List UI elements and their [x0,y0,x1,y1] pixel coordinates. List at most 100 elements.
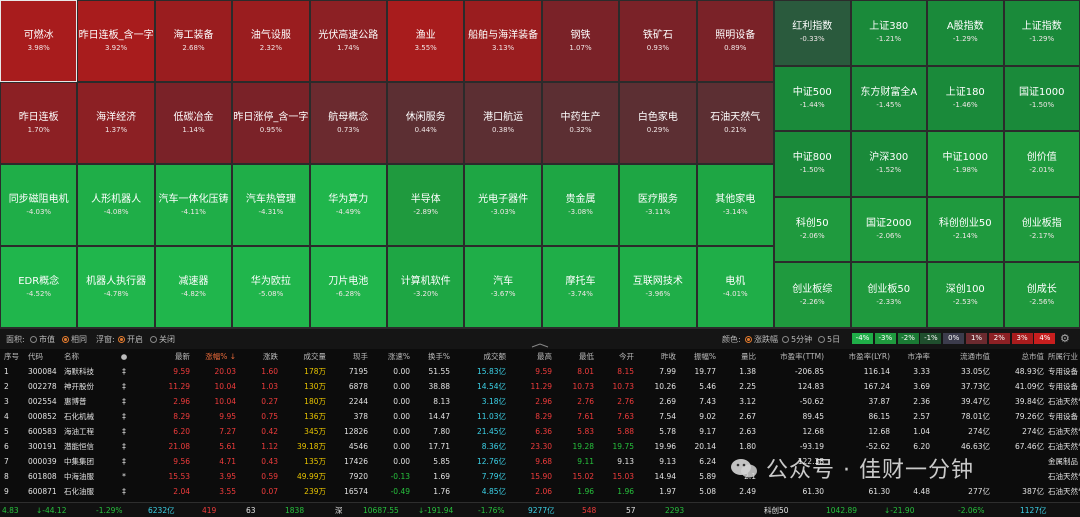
index-tile[interactable]: 创价值-2.01% [1004,131,1080,197]
index-tile[interactable]: 东方财富全A-1.45% [851,66,928,132]
sector-tile[interactable]: 计算机软件-3.20% [387,246,464,328]
column-header[interactable]: 所属行业 [1048,349,1080,364]
sector-tile[interactable]: 其他家电-3.14% [697,164,774,246]
index-tile[interactable]: 上证180-1.46% [927,66,1004,132]
index-tile[interactable]: 上证指数-1.29% [1004,0,1080,66]
index-tile[interactable]: 创成长-2.56% [1004,262,1080,328]
column-header[interactable]: 成交量 [280,349,326,364]
sector-tile[interactable]: 同步磁阻电机-4.03% [0,164,77,246]
sector-tile[interactable]: 光电子器件-3.03% [464,164,541,246]
sector-tile[interactable]: 互联网技术-3.96% [619,246,696,328]
sector-tile[interactable]: 刀片电池-6.28% [310,246,387,328]
sector-pct: 0.93% [647,42,669,54]
column-header[interactable]: 名称 [64,349,110,364]
sector-tile[interactable]: 摩托车-3.74% [542,246,619,328]
column-header[interactable]: 成交额 [452,349,506,364]
column-header[interactable]: ● [118,349,130,364]
index-tile[interactable]: 中证1000-1.98% [927,131,1004,197]
column-header[interactable]: 市盈率(TTM) [758,349,824,364]
table-cell: 0.42 [238,426,278,438]
index-tile[interactable]: 创业板综-2.26% [774,262,851,328]
sector-tile[interactable]: 机器人执行器-4.78% [77,246,154,328]
index-tile[interactable]: 中证500-1.44% [774,66,851,132]
column-header[interactable]: 现手 [330,349,368,364]
sector-tile[interactable]: 汽车-3.67% [464,246,541,328]
sector-tile[interactable]: EDR概念-4.52% [0,246,77,328]
sector-tile[interactable]: 减速器-4.82% [155,246,232,328]
table-cell: 惠博普 [64,396,110,408]
index-tile[interactable]: 上证380-1.21% [851,0,928,66]
splitter-handle[interactable] [0,343,1080,348]
index-tile[interactable]: A股指数-1.29% [927,0,1004,66]
column-header[interactable]: 涨跌 [238,349,278,364]
sector-tile[interactable]: 医疗服务-3.11% [619,164,696,246]
index-tile[interactable]: 深创100-2.53% [927,262,1004,328]
index-tile[interactable]: 创业板50-2.33% [851,262,928,328]
table-cell: 49.99万 [280,471,326,483]
index-tile[interactable]: 国证1000-1.50% [1004,66,1080,132]
sector-tile[interactable]: 贵金属-3.08% [542,164,619,246]
sector-name: 华为算力 [328,193,368,206]
column-header[interactable]: 昨收 [636,349,676,364]
column-header[interactable]: 序号 [4,349,22,364]
sector-tile[interactable]: 人形机器人-4.08% [77,164,154,246]
table-cell: 9.13 [636,456,676,468]
sector-tile[interactable]: 汽车热管理-4.31% [232,164,309,246]
column-header[interactable]: 市盈率(LYR) [826,349,890,364]
column-header[interactable]: 最高 [508,349,552,364]
index-tile[interactable]: 科创创业50-2.14% [927,197,1004,263]
column-header[interactable]: 代码 [28,349,62,364]
sector-tile[interactable]: 汽车一体化压铸-4.11% [155,164,232,246]
index-tile[interactable]: 科创50-2.06% [774,197,851,263]
column-header[interactable]: 最低 [554,349,594,364]
column-header[interactable]: 换手% [412,349,450,364]
sector-tile[interactable]: 半导体-2.89% [387,164,464,246]
table-cell: 11.29 [138,381,190,393]
index-tile[interactable]: 创业板指-2.17% [1004,197,1080,263]
index-tile[interactable]: 沪深300-1.52% [851,131,928,197]
column-header[interactable]: 最新 [138,349,190,364]
column-header[interactable]: 总市值 [992,349,1044,364]
sector-name: 昨日连板 [19,111,59,124]
column-header[interactable]: 涨幅% ↓ [192,349,236,364]
sector-tile[interactable]: 电机-4.01% [697,246,774,328]
index-tile[interactable]: 中证800-1.50% [774,131,851,197]
sector-tile[interactable]: 华为算力-4.49% [310,164,387,246]
column-header[interactable]: 量比 [718,349,756,364]
sector-name: 船舶与海洋装备 [468,29,538,42]
column-header[interactable]: 今开 [596,349,634,364]
index-tile[interactable]: 国证2000-2.06% [851,197,928,263]
column-header[interactable]: 市净率 [892,349,930,364]
sector-tile[interactable]: 华为欧拉-5.08% [232,246,309,328]
column-header[interactable]: 振幅% [678,349,716,364]
column-header[interactable]: 涨速% [372,349,410,364]
column-header[interactable]: 流通市值 [932,349,990,364]
index-tile[interactable]: 红利指数-0.33% [774,0,851,66]
